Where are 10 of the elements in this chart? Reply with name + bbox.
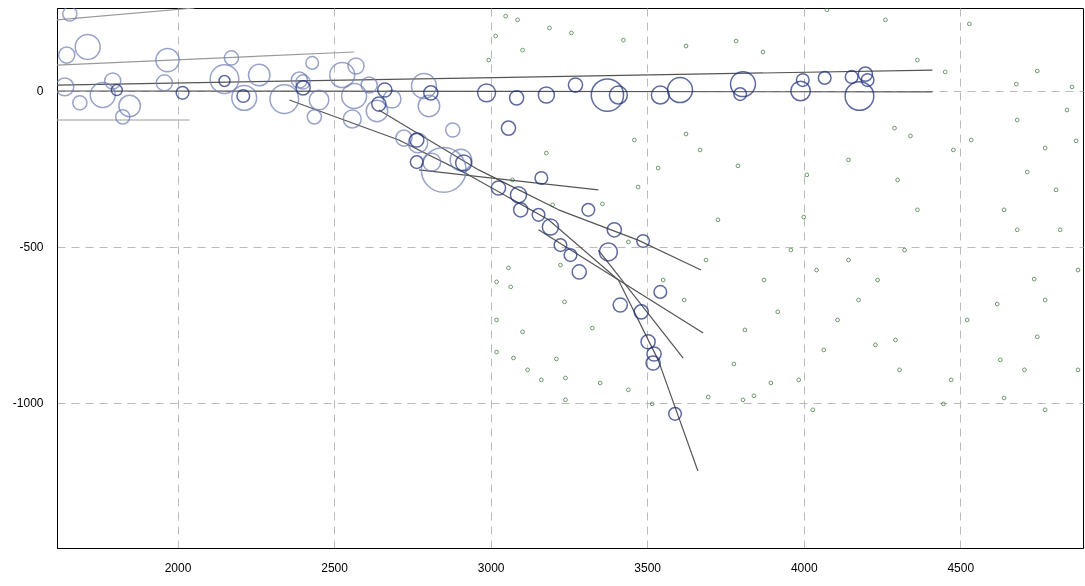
- y-tick-label: -500: [19, 240, 44, 255]
- x-tick-label: 3000: [477, 560, 505, 575]
- y-tick-label: 0: [36, 84, 44, 99]
- x-tick-label: 3500: [634, 560, 662, 575]
- line-series: [378, 109, 702, 271]
- x-tick-label: 2500: [321, 560, 349, 575]
- x-tick-label: 4000: [790, 560, 818, 575]
- y-tick-label: -1000: [12, 396, 44, 411]
- x-tick-label: 2000: [164, 560, 192, 575]
- x-tick-label: 4500: [947, 560, 975, 575]
